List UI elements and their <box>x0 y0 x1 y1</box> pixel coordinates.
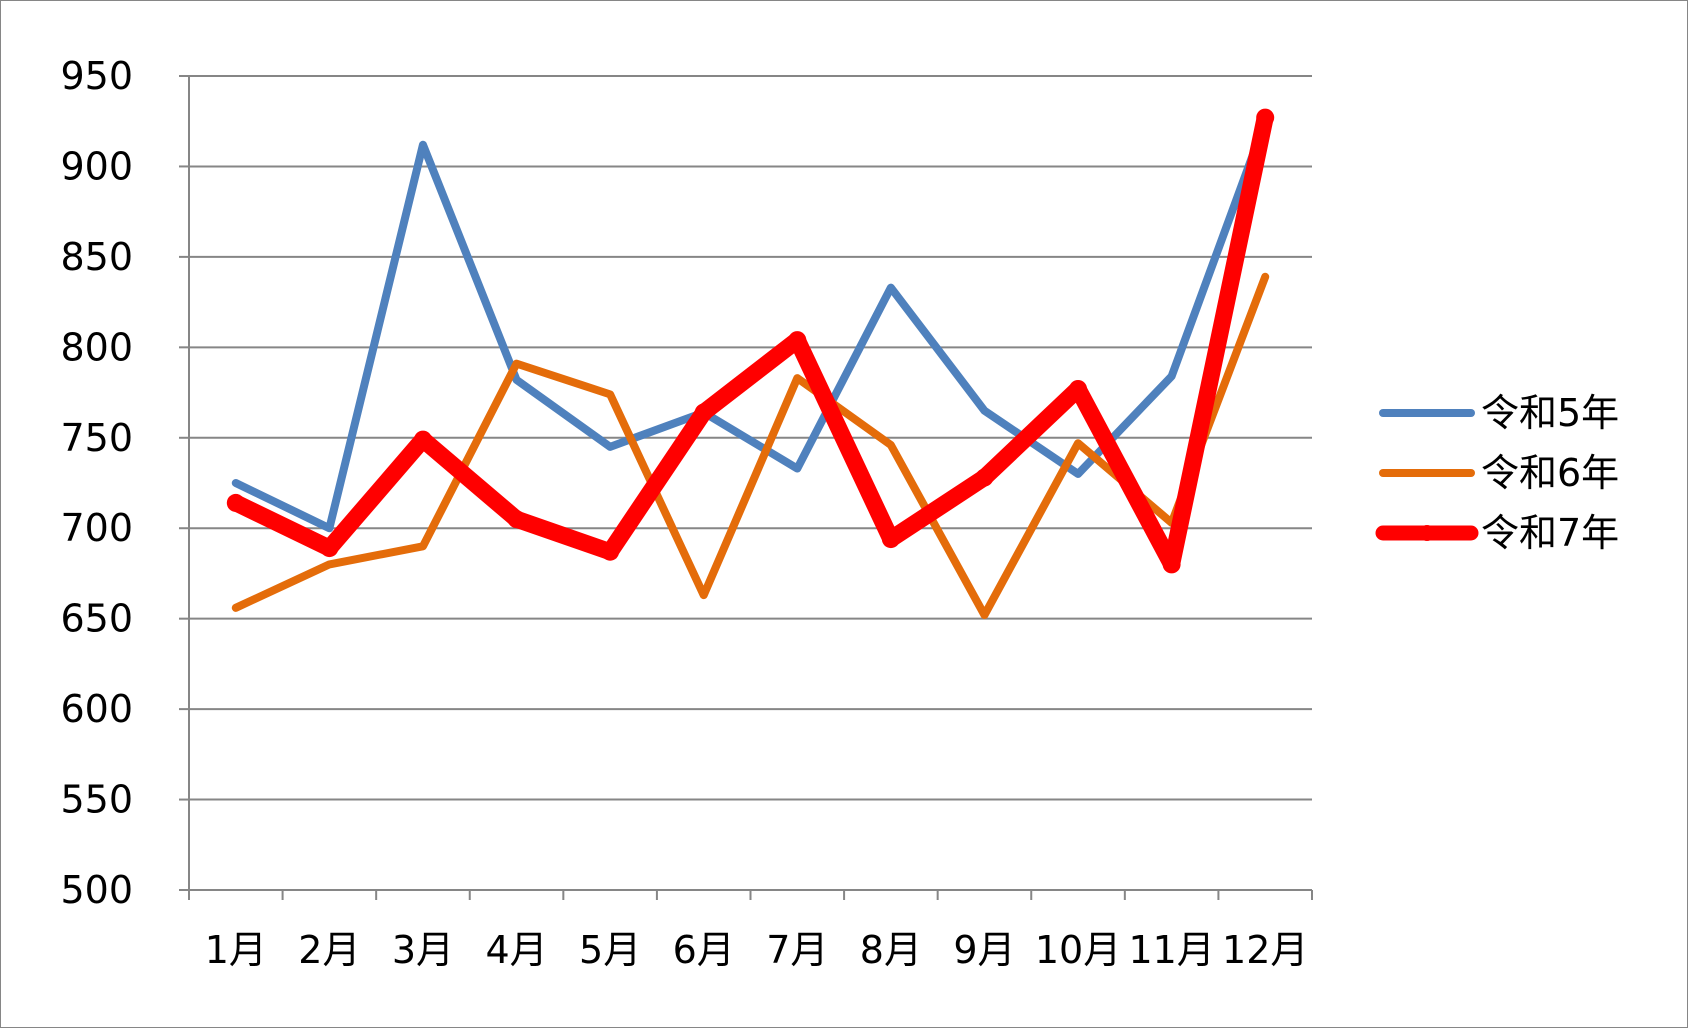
data-point <box>507 510 526 529</box>
data-point <box>1262 273 1269 280</box>
series-2 <box>231 272 1270 620</box>
legend-marker <box>1419 525 1435 541</box>
legend-label: 令和7年 <box>1481 511 1619 555</box>
x-tick-label: 10月 <box>1035 928 1121 972</box>
y-tick-label: 700 <box>60 506 133 550</box>
data-point <box>513 376 520 383</box>
data-point <box>326 525 333 532</box>
data-point <box>226 493 245 512</box>
data-point <box>232 480 239 486</box>
data-point <box>694 403 713 422</box>
legend-item: 令和6年 <box>1379 451 1619 495</box>
data-point <box>887 442 894 449</box>
data-point <box>981 612 988 619</box>
data-point <box>607 391 614 398</box>
data-point <box>700 592 707 599</box>
series-lines <box>226 108 1275 620</box>
y-axis-tick-labels: 500 550 600 650 700 750 800 850 900 950 <box>60 54 133 912</box>
data-point <box>607 443 614 450</box>
data-point <box>419 543 426 550</box>
axes <box>179 75 1313 900</box>
legend-item: 令和5年 <box>1379 391 1619 435</box>
data-point <box>981 407 988 414</box>
data-point <box>1075 440 1082 447</box>
data-point <box>320 539 339 558</box>
x-tick-label: 9月 <box>953 928 1015 972</box>
series-line <box>227 109 1274 573</box>
y-tick-label: 650 <box>60 597 133 641</box>
data-point <box>794 375 801 382</box>
data-point <box>881 530 900 549</box>
x-tick-label: 12月 <box>1222 928 1308 972</box>
data-point <box>1162 555 1181 574</box>
x-axis-tick-labels: 1月 2月 3月 4月 5月 6月 7月 8月 9月 10月 11月 12月 <box>205 928 1309 972</box>
data-point <box>887 284 894 291</box>
data-point <box>326 561 333 568</box>
data-point <box>794 465 801 472</box>
x-tick-label: 1月 <box>205 928 267 972</box>
y-tick-label: 800 <box>60 325 133 369</box>
y-tick-label: 750 <box>60 416 133 460</box>
data-point <box>413 430 432 449</box>
y-tick-label: 600 <box>60 687 133 731</box>
y-tick-label: 500 <box>60 868 133 912</box>
data-point <box>513 360 520 367</box>
data-point <box>419 141 426 148</box>
series-3 <box>226 108 1275 574</box>
y-tick-label: 850 <box>60 235 133 279</box>
x-tick-label: 2月 <box>298 928 360 972</box>
x-tick-label: 3月 <box>392 928 454 972</box>
y-tick-label: 950 <box>60 54 133 98</box>
y-tick-label: 900 <box>60 144 133 188</box>
data-point <box>601 542 620 561</box>
x-tick-label: 5月 <box>579 928 641 972</box>
x-tick-label: 4月 <box>485 928 547 972</box>
legend-item: 令和7年 <box>1375 511 1619 555</box>
x-tick-label: 11月 <box>1128 928 1214 972</box>
y-tick-label: 550 <box>60 778 133 822</box>
data-point <box>975 468 994 487</box>
x-tick-label: 6月 <box>673 928 735 972</box>
data-point <box>788 331 807 350</box>
data-point <box>1168 373 1175 380</box>
data-point <box>1256 108 1275 127</box>
x-tick-label: 8月 <box>860 928 922 972</box>
series-line <box>231 272 1270 620</box>
x-tick-label: 7月 <box>766 928 828 972</box>
data-point <box>1069 379 1088 398</box>
data-point <box>1075 470 1082 477</box>
legend-label: 令和6年 <box>1481 451 1619 495</box>
data-point <box>232 604 239 611</box>
legend-label: 令和5年 <box>1481 391 1619 435</box>
